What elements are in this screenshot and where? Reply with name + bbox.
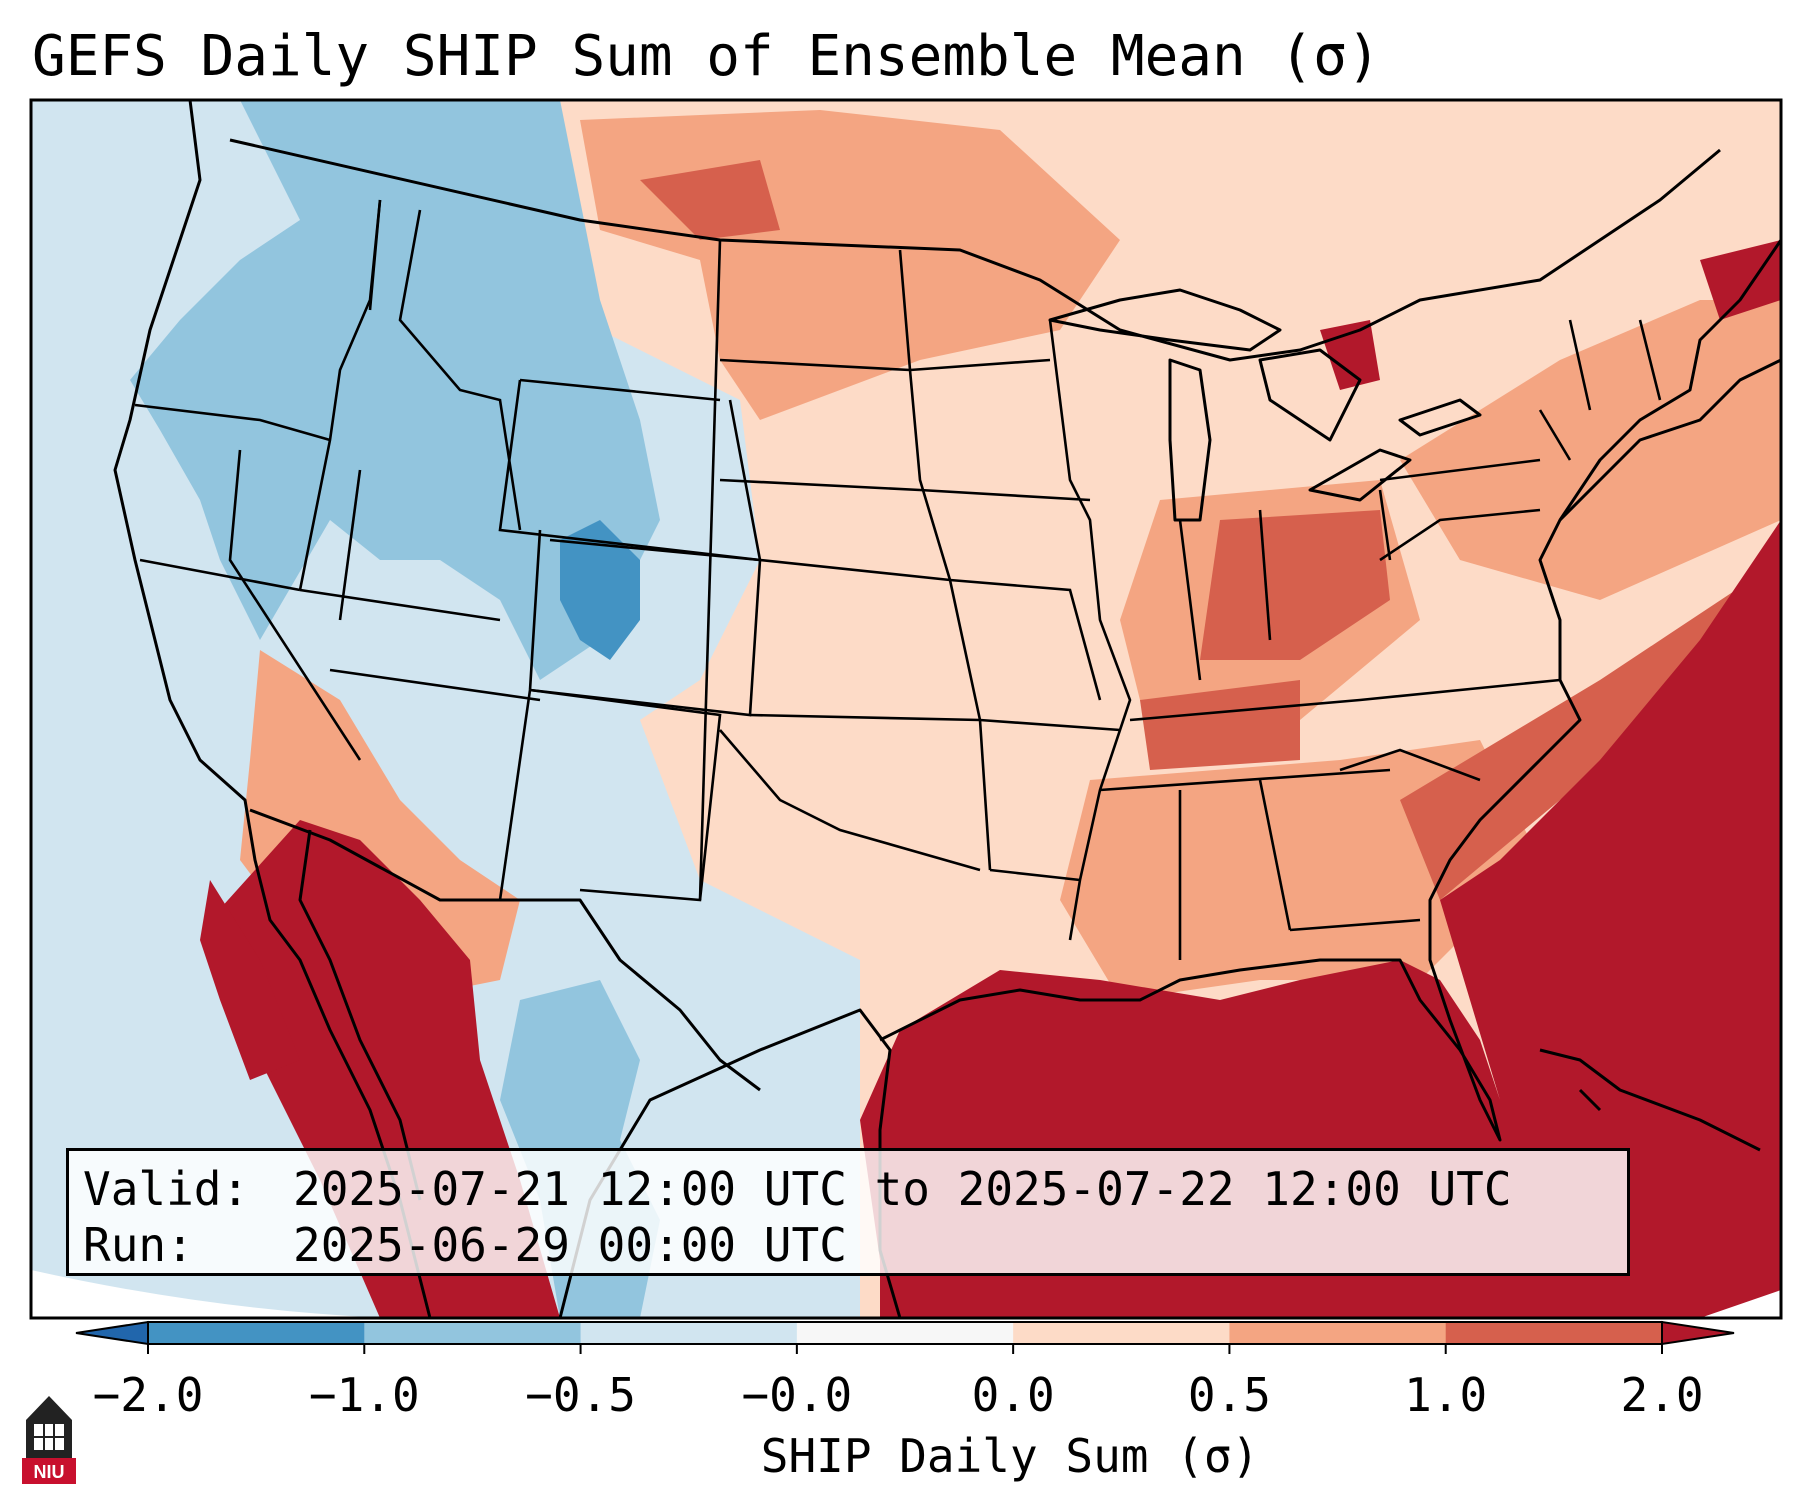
colorbar-tick-label: −1.0 (308, 1368, 420, 1422)
niu-logo: NIU (22, 1396, 76, 1484)
niu-logo-text: NIU (34, 1462, 65, 1482)
colorbar-bin (364, 1322, 582, 1344)
colorbar-tick-label: −0.0 (741, 1368, 853, 1422)
state-borders (134, 199, 1662, 960)
valid-run-info-box: Valid: 2025-07-21 12:00 UTC to 2025-07-22… (66, 1148, 1630, 1276)
colorbar-outline (147, 1321, 1663, 1345)
colorbar-bin (1229, 1322, 1447, 1344)
colorbar-bin (1445, 1322, 1663, 1344)
field-negative-core (560, 520, 640, 660)
run-row: Run: 2025-06-29 00:00 UTC (83, 1217, 1613, 1273)
field-strong-tennessee (1140, 680, 1300, 770)
field-moderate-northeast (1400, 300, 1781, 600)
chart-title: GEFS Daily SHIP Sum of Ensemble Mean (σ) (32, 24, 1381, 89)
colorbar-bin (1013, 1322, 1230, 1344)
colorbar-tick-label: 2.0 (1620, 1368, 1704, 1422)
colorbar-tick-label: 0.5 (1187, 1368, 1271, 1422)
colorbar-tick-label: −2.0 (92, 1368, 204, 1422)
coastlines (113, 100, 1781, 1318)
colorbar-bin (580, 1322, 798, 1344)
colorbar-over-extend (1661, 1320, 1735, 1346)
colorbar (75, 1320, 1735, 1354)
field-extreme-northeast (1700, 240, 1781, 320)
colorbar-tick-label: −0.5 (525, 1368, 636, 1422)
map-frame (29, 98, 1783, 1320)
field-strong-ohio (1200, 510, 1390, 660)
colorbar-bin (796, 1322, 1014, 1344)
field-strong-coast (1400, 560, 1781, 900)
run-value: 2025-06-29 00:00 UTC (293, 1218, 847, 1272)
run-label: Run: (83, 1218, 194, 1272)
valid-row: Valid: 2025-07-21 12:00 UTC to 2025-07-22… (83, 1161, 1613, 1217)
colorbar-bin (148, 1322, 365, 1344)
valid-label: Valid: (83, 1162, 250, 1216)
colorbar-under-extend (75, 1320, 149, 1346)
field-extreme-california (200, 880, 300, 1080)
colorbar-label: SHIP Daily Sum (σ) (760, 1429, 1260, 1483)
colorbar-tick-label: 1.0 (1404, 1368, 1488, 1422)
field-extreme-atlantic-gulf (860, 520, 1781, 1318)
field-negative-northwest (130, 100, 660, 680)
valid-value: 2025-07-21 12:00 UTC to 2025-07-22 12:00… (293, 1162, 1512, 1216)
out-of-domain-corner (1700, 1290, 1781, 1318)
colorbar-tick-label: 0.0 (971, 1368, 1055, 1422)
field-strong-plains (640, 160, 780, 240)
out-of-domain-corner (31, 1270, 560, 1318)
